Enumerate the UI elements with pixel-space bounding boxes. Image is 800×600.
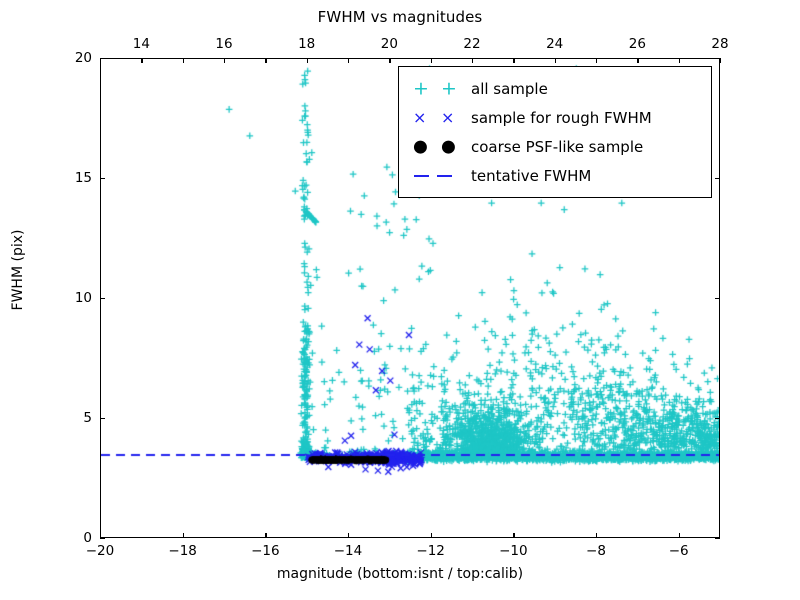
x-axis-tick-label: −16: [251, 543, 280, 559]
x-axis-tick: [430, 58, 432, 63]
y-axis-tick: [100, 418, 105, 420]
filled-dot-icon: ●: [413, 136, 428, 156]
x2-axis-tick-label: 24: [546, 36, 564, 52]
page-title: FWHM vs magnitudes: [317, 8, 483, 26]
x-axis-tick: [430, 533, 432, 538]
x2-axis-tick: [141, 58, 143, 63]
y-axis-tick: [715, 298, 720, 300]
x2-axis-tick: [472, 58, 474, 63]
x2-axis-tick-label: 16: [215, 36, 233, 52]
x-axis-tick-label: −10: [499, 543, 528, 559]
plus-icon: +: [413, 77, 429, 99]
x-axis-tick: [100, 58, 102, 63]
x2-axis-tick-label: 20: [380, 36, 398, 52]
legend-label-all-sample: all sample: [471, 79, 548, 98]
x-axis-tick: [265, 58, 267, 63]
x-axis-tick: [678, 533, 680, 538]
y-axis-tick-label: 0: [83, 530, 92, 546]
filled-dot-icon: ●: [441, 136, 456, 156]
y-axis-tick: [715, 538, 720, 540]
x2-axis-tick: [554, 58, 556, 63]
y-axis-tick: [715, 418, 720, 420]
x-axis-tick-label: −20: [85, 543, 115, 559]
x2-axis-tick: [720, 58, 722, 63]
legend-marker-rough-fwhm: × ×: [409, 106, 471, 130]
x2-axis-tick: [389, 58, 391, 63]
legend-marker-tentative-fwhm: [409, 164, 471, 188]
x-axis-tick: [182, 533, 184, 538]
x2-axis-tick-label: 18: [298, 36, 316, 52]
x-axis-tick: [513, 533, 515, 538]
x-axis-tick: [596, 58, 598, 63]
x-axis-tick: [348, 533, 350, 538]
x-axis-tick: [182, 58, 184, 63]
x2-axis-tick: [224, 58, 226, 63]
legend-marker-all-sample: + +: [409, 77, 471, 101]
y-axis-tick: [715, 58, 720, 60]
plus-icon: +: [441, 77, 457, 99]
x2-axis-tick-label: 22: [463, 36, 481, 52]
x2-axis-tick-label: 28: [711, 36, 729, 52]
x-axis-tick: [678, 58, 680, 63]
legend-item-coarse-psf[interactable]: ● ● coarse PSF-like sample: [409, 132, 701, 161]
x-axis-tick-label: −18: [168, 543, 197, 559]
legend-item-tentative-fwhm[interactable]: tentative FWHM: [409, 161, 701, 190]
legend-label-coarse-psf: coarse PSF-like sample: [471, 137, 644, 156]
x2-axis-tick-label: 14: [132, 36, 150, 52]
legend-label-rough-fwhm: sample for rough FWHM: [471, 108, 652, 127]
cross-icon: ×: [413, 107, 427, 127]
legend-item-rough-fwhm[interactable]: × × sample for rough FWHM: [409, 103, 701, 132]
y-axis-tick-label: 10: [74, 290, 92, 306]
x-axis-tick-label: −8: [586, 543, 606, 559]
dashed-line-icon: [437, 174, 452, 177]
x-axis-tick-label: −6: [668, 543, 689, 559]
legend-item-all-sample[interactable]: + + all sample: [409, 74, 701, 103]
y-axis-tick-label: 15: [74, 170, 92, 186]
y-axis-tick: [100, 538, 105, 540]
y-axis-label: FWHM (pix): [10, 229, 26, 311]
x-axis-tick-label: −12: [416, 543, 445, 559]
x-axis-label: magnitude (bottom:isnt / top:calib): [276, 566, 524, 582]
y-axis-tick-label: 5: [83, 410, 92, 426]
legend-box: + + all sample × × sample for rough FWHM…: [398, 66, 712, 198]
legend-marker-coarse-psf: ● ●: [409, 135, 471, 159]
y-axis-tick: [100, 298, 105, 300]
y-axis-tick: [100, 58, 105, 60]
y-axis-tick: [715, 178, 720, 180]
dashed-line-icon: [414, 174, 429, 177]
x-axis-tick: [596, 533, 598, 538]
x2-axis-tick: [637, 58, 639, 63]
x2-axis-tick: [306, 58, 308, 63]
cross-icon: ×: [441, 107, 455, 127]
y-axis-tick-label: 20: [74, 50, 92, 66]
x-axis-tick: [265, 533, 267, 538]
x-axis-tick-label: −14: [333, 543, 363, 559]
x-axis-tick: [348, 58, 350, 63]
y-axis-tick: [100, 178, 105, 180]
x-axis-tick: [100, 533, 102, 538]
x2-axis-tick-label: 26: [628, 36, 646, 52]
legend-label-tentative-fwhm: tentative FWHM: [471, 166, 592, 185]
x-axis-tick: [513, 58, 515, 63]
